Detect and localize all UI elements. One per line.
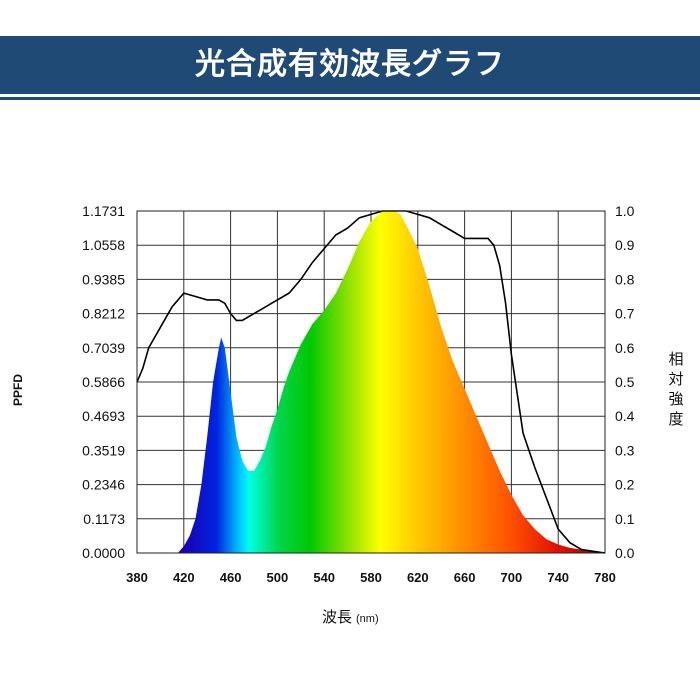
- right-axis-label-char: 対: [668, 370, 683, 388]
- right-tick-label: 0.3: [615, 442, 635, 458]
- relative-intensity-line: [136, 210, 606, 554]
- x-tick-label: 740: [547, 570, 569, 585]
- x-tick-label: 460: [220, 570, 242, 585]
- x-tick-label: 540: [313, 570, 335, 585]
- left-tick-label: 0.2346: [82, 477, 125, 493]
- right-tick-label: 0.9: [615, 237, 635, 253]
- left-tick-label: 0.8212: [82, 306, 125, 322]
- right-axis-label-char: 度: [668, 410, 683, 428]
- x-tick-label: 780: [594, 570, 616, 585]
- left-axis-ticks: 0.0000 0.1173 0.2346 0.3519 0.4693 0.5866 0.70…: [82, 203, 125, 561]
- x-tick-label: 420: [173, 570, 195, 585]
- x-axis-ticks: 380 420 460 500 540 580 620 660 700 740 780: [126, 570, 616, 585]
- x-tick-label: 580: [360, 570, 382, 585]
- banner-underline: [0, 97, 700, 100]
- left-tick-label: 0.3519: [82, 442, 125, 458]
- x-tick-label: 500: [267, 570, 289, 585]
- right-tick-label: 0.8: [615, 271, 635, 287]
- title-banner: 光合成有効波長グラフ: [0, 36, 700, 94]
- x-tick-label: 620: [407, 570, 429, 585]
- right-axis-label-char: 相: [668, 350, 683, 368]
- right-tick-label: 0.7: [615, 306, 635, 322]
- x-axis-label: 波長: [322, 608, 352, 626]
- left-axis-label: PPFD: [11, 374, 25, 406]
- right-tick-label: 0.2: [615, 477, 635, 493]
- x-tick-label: 380: [126, 570, 148, 585]
- right-axis-label-char: 強: [668, 390, 683, 408]
- right-axis-ticks: 0.0 0.1 0.2 0.3 0.4 0.5 0.6 0.7 0.8 0.9 1.0: [615, 203, 635, 561]
- right-tick-label: 0.4: [615, 408, 635, 424]
- left-tick-label: 1.1731: [82, 203, 125, 219]
- left-tick-label: 0.1173: [83, 511, 125, 527]
- right-tick-label: 0.0: [615, 545, 635, 561]
- left-tick-label: 0.7039: [82, 340, 125, 356]
- left-tick-label: 0.4693: [82, 408, 125, 424]
- right-tick-label: 0.5: [615, 374, 635, 390]
- right-tick-label: 0.1: [615, 511, 635, 527]
- x-tick-label: 660: [454, 570, 476, 585]
- right-tick-label: 0.6: [615, 340, 635, 356]
- left-tick-label: 0.5866: [82, 374, 125, 390]
- page-title: 光合成有効波長グラフ: [195, 47, 505, 82]
- left-tick-label: 1.0558: [82, 237, 125, 253]
- left-tick-label: 0.0000: [82, 545, 125, 561]
- spectrum-area: [137, 211, 605, 553]
- x-tick-label: 700: [501, 570, 523, 585]
- right-tick-label: 1.0: [615, 203, 635, 219]
- plot-frame: [136, 210, 606, 554]
- left-tick-label: 0.9385: [82, 271, 125, 287]
- x-axis-unit: (nm): [356, 613, 379, 625]
